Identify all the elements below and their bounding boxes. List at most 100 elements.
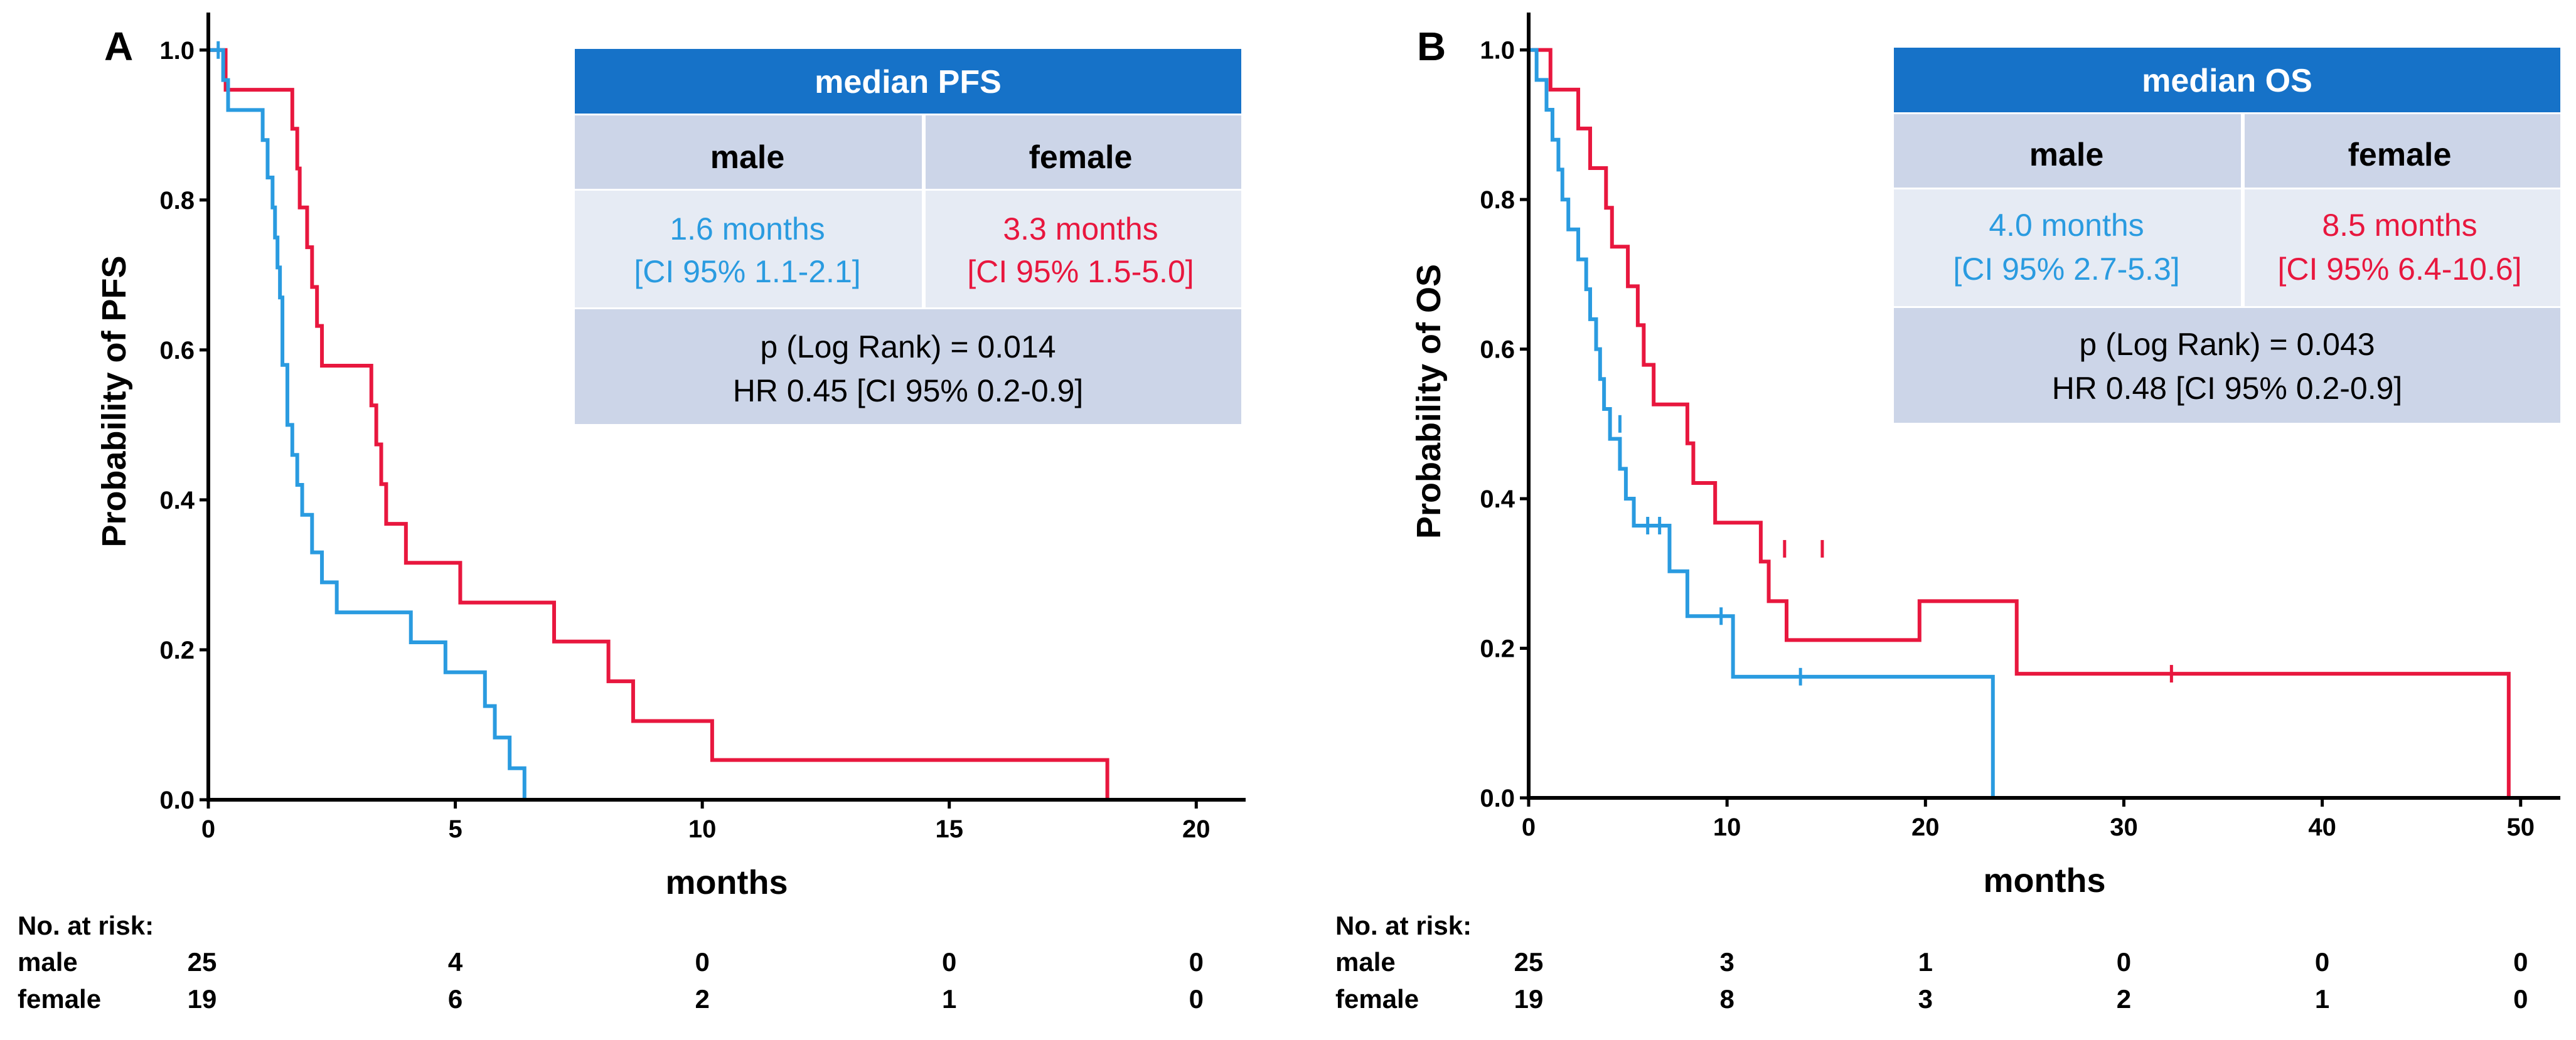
panel-b-x-tick-label: 0 [1522,814,1536,841]
panel-a-at-risk-male-value: 0 [1189,947,1204,977]
panel-b-at-risk-male-value: 25 [1514,947,1544,977]
panel-b-at-risk-title: No. at risk: [1335,911,1472,940]
panel-a-x-tick-label: 5 [448,815,462,843]
panel-b-x-tick-label: 20 [1911,814,1940,841]
panel-a-at-risk-female-value: 6 [448,984,462,1014]
panel-b-summary-table: median OS male female 4.0 months [CI 95%… [1894,48,2560,423]
panel-a-summary-table: median PFS male female 1.6 months [CI 95… [575,49,1241,424]
panel-a-at-risk: No. at risk: male female 25 4 0 0 0 19 6 2 1 0 [18,911,1204,1014]
panel-a-ticks: 0.0 0.2 0.4 0.6 0.8 1.0 0 5 10 15 20 [159,37,1210,843]
panel-b-y-tick-label: 0.2 [1480,635,1515,663]
panel-a-x-tick-label: 10 [688,815,717,843]
panel-b-table-col-male: male [2029,137,2104,173]
panel-a-x-axis-title: months [666,864,788,901]
panel-a-at-risk-male-label: male [18,947,78,977]
panel-a-x-tick-label: 15 [935,815,963,843]
panel-b-ticks: 0.0 0.2 0.4 0.6 0.8 1.0 0 10 20 30 40 50 [1480,37,2535,841]
panel-b-at-risk-female-value: 8 [1719,984,1734,1014]
panel-b-at-risk-female-value: 2 [2117,984,2131,1014]
panel-b-table-female-median: 8.5 months [2322,208,2477,243]
panel-b-table-hazard-ratio: HR 0.48 [CI 95% 0.2-0.9] [2052,371,2403,406]
panel-b-x-tick-label: 30 [2110,814,2138,841]
panel-a: A Probability of PFS months 0.0 0.2 0.4 0.6… [18,13,1246,1014]
panel-b-table-female-ci: [CI 95% 6.4-10.6] [2277,252,2521,287]
panel-b-table-male-ci: [CI 95% 2.7-5.3] [1953,252,2179,287]
panel-b-x-tick-label: 40 [2308,814,2336,841]
panel-b-y-tick-label: 0.8 [1480,186,1515,214]
panel-b-table-p-value: p (Log Rank) = 0.043 [2079,327,2375,362]
panel-b-at-risk-female-value: 1 [2315,984,2329,1014]
panel-b-y-tick-label: 1.0 [1480,37,1515,65]
panel-b-table-colhead-bg [1894,114,2560,188]
panel-a-table-female-ci: [CI 95% 1.5-5.0] [967,254,1194,289]
panel-b-at-risk-female-value: 0 [2513,984,2528,1014]
panel-a-at-risk-female-value: 2 [695,984,709,1014]
panel-a-label: A [104,24,133,69]
panel-b-y-tick-label: 0.0 [1480,785,1515,812]
panel-b-at-risk-female-value: 19 [1514,984,1544,1014]
panel-a-table-colhead-bg [575,115,1241,189]
panel-a-x-tick-label: 0 [201,815,215,843]
panel-a-table-col-male: male [710,139,785,176]
panel-b-table-male-median: 4.0 months [1989,208,2144,243]
panel-a-curves [208,41,1109,800]
panel-b-at-risk-male-value: 0 [2513,947,2528,977]
panel-b-y-tick-label: 0.4 [1480,486,1515,513]
panel-a-table-col-female: female [1029,139,1133,176]
panel-a-at-risk-female-value: 19 [188,984,217,1014]
panel-b-at-risk-values: 25 3 1 0 0 0 19 8 3 2 1 0 [1514,947,2528,1014]
panel-b-at-risk: No. at risk: male female 25 3 1 0 0 0 19 8 3 2 1 0 [1335,911,2528,1014]
panel-a-at-risk-male-value: 0 [942,947,956,977]
panel-b-curves [1529,48,2511,798]
panel-b-y-axis-title: Probability of OS [1410,264,1448,539]
panel-a-y-tick-label: 0.6 [159,337,195,364]
panel-a-table-female-median: 3.3 months [1003,211,1158,247]
panel-a-at-risk-female-label: female [18,984,101,1014]
panel-b-table-values-bg [1894,189,2560,306]
panel-a-table-hazard-ratio: HR 0.45 [CI 95% 0.2-0.9] [733,373,1084,408]
panel-a-y-tick-label: 1.0 [159,37,195,65]
panel-a-table-header-bg [575,49,1241,114]
panel-a-at-risk-female-value: 1 [942,984,956,1014]
panel-a-female-curve [208,48,1109,800]
panel-a-at-risk-male-value: 0 [695,947,709,977]
panel-b-at-risk-female-value: 3 [1918,984,1933,1014]
panel-b-at-risk-male-value: 3 [1719,947,1734,977]
panel-b-table-title: median OS [2142,63,2312,99]
panel-b-table-stats-bg [1894,308,2560,423]
panel-a-table-title: median PFS [815,64,1002,100]
panel-a-y-tick-label: 0.4 [159,487,195,514]
panel-a-at-risk-values: 25 4 0 0 0 19 6 2 1 0 [188,947,1204,1014]
panel-a-at-risk-female-value: 0 [1189,984,1204,1014]
panel-a-table-stats-bg [575,309,1241,424]
panel-a-axes [206,13,1246,802]
panel-a-y-axis-title: Probability of PFS [95,255,133,547]
panel-b: B Probability of OS months 0.0 0.2 0.4 0.6 0… [1335,13,2560,1014]
panel-b-at-risk-male-value: 1 [1918,947,1933,977]
panel-b-x-axis-title: months [1984,862,2106,899]
panel-b-axes [1527,13,2560,800]
panel-a-male-curve [208,48,526,800]
panel-b-x-tick-label: 10 [1713,814,1741,841]
panel-a-at-risk-title: No. at risk: [18,911,154,940]
panel-b-male-curve [1529,48,1995,798]
panel-a-x-tick-label: 20 [1182,815,1211,843]
panel-b-at-risk-female-label: female [1335,984,1419,1014]
panel-a-y-tick-label: 0.8 [159,187,195,215]
panel-b-at-risk-male-label: male [1335,947,1396,977]
panel-b-female-curve [1529,48,2511,798]
panel-a-table-p-value: p (Log Rank) = 0.014 [760,329,1056,364]
panel-b-at-risk-male-value: 0 [2315,947,2329,977]
panel-b-table-header-bg [1894,48,2560,112]
panel-b-at-risk-male-value: 0 [2117,947,2131,977]
panel-a-table-values-bg [575,191,1241,307]
panel-a-at-risk-male-value: 4 [448,947,463,977]
panel-b-table-col-female: female [2348,137,2452,173]
panel-b-y-tick-label: 0.6 [1480,336,1515,364]
panel-a-at-risk-male-value: 25 [188,947,217,977]
panel-a-y-tick-label: 0.0 [159,787,195,814]
panel-a-y-tick-label: 0.2 [159,637,195,664]
panel-b-label: B [1417,24,1446,69]
panel-a-table-male-ci: [CI 95% 1.1-2.1] [634,254,860,289]
